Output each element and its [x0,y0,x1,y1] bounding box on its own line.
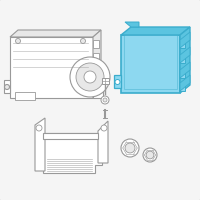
Polygon shape [10,30,101,37]
Polygon shape [35,118,45,171]
Circle shape [4,84,10,90]
Polygon shape [180,70,185,78]
Circle shape [146,151,154,159]
Polygon shape [98,121,108,163]
Polygon shape [10,37,93,98]
Polygon shape [180,75,190,91]
Polygon shape [121,27,190,35]
Polygon shape [93,80,103,98]
Circle shape [125,143,135,153]
Circle shape [143,148,157,162]
Polygon shape [93,53,99,61]
Polygon shape [121,35,180,93]
Polygon shape [93,65,99,73]
Polygon shape [125,22,139,27]
Circle shape [36,125,42,131]
Circle shape [101,96,109,104]
Circle shape [76,63,104,91]
Circle shape [70,57,110,97]
FancyBboxPatch shape [124,35,177,89]
Polygon shape [93,40,99,48]
Circle shape [115,79,120,84]
Polygon shape [114,75,121,88]
Polygon shape [93,30,101,98]
Polygon shape [180,32,190,48]
Circle shape [121,139,139,157]
Polygon shape [180,55,185,63]
Circle shape [16,38,21,44]
Polygon shape [180,40,185,48]
Polygon shape [180,47,190,63]
Polygon shape [4,80,10,93]
FancyBboxPatch shape [15,92,35,100]
Circle shape [101,125,107,131]
Circle shape [84,71,96,83]
Polygon shape [180,83,185,91]
Polygon shape [43,133,102,173]
Polygon shape [180,27,190,93]
Polygon shape [43,133,98,139]
Polygon shape [180,62,190,78]
Circle shape [103,98,107,102]
FancyBboxPatch shape [102,78,108,84]
Circle shape [80,38,86,44]
